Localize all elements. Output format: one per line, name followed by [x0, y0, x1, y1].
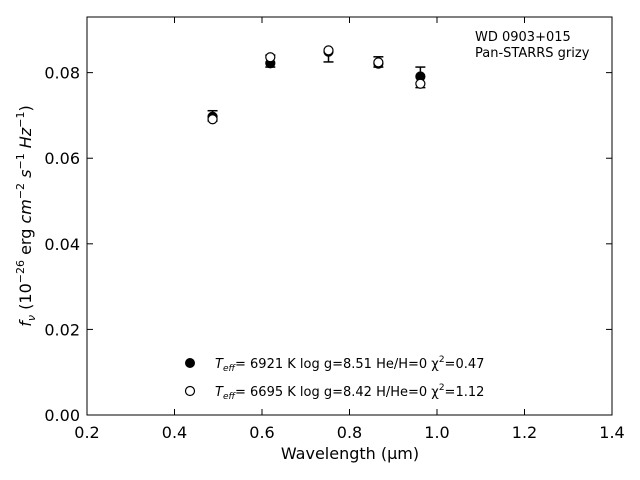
- point-open: [415, 78, 426, 89]
- y-tick-label: 0.00: [44, 406, 80, 425]
- y-tick-label: 0.06: [44, 149, 80, 168]
- object-name-annotation: WD 0903+015: [475, 30, 571, 45]
- x-tick-label: 1.2: [512, 423, 537, 442]
- point-open: [265, 52, 276, 63]
- y-tick-label: 0.02: [44, 320, 80, 339]
- legend-entry-model-1: Teff= 6921 K log g=8.51 He/H=0 χ2=0.47: [215, 355, 484, 374]
- legend-marker-open: [184, 385, 196, 397]
- x-tick-label: 1.4: [599, 423, 624, 442]
- x-axis-label: Wavelength (μm): [281, 444, 419, 463]
- y-tick-labels: 0.00 0.02 0.04 0.06 0.08: [44, 64, 80, 425]
- y-tick-label: 0.08: [44, 64, 80, 83]
- x-tick-label: 0.2: [74, 423, 99, 442]
- legend: Teff= 6921 K log g=8.51 He/H=0 χ2=0.47 T…: [184, 355, 484, 402]
- plot-area-frame: [86, 16, 613, 416]
- data-points: [207, 45, 426, 125]
- error-bars: [207, 50, 426, 122]
- y-axis-label: fν (10−26 erg cm−2 s−1 Hz−1): [14, 105, 38, 326]
- x-tick-label: 0.8: [337, 423, 362, 442]
- point-open: [323, 45, 334, 56]
- x-tick-labels: 0.2 0.4 0.6 0.8 1.0 1.2 1.4: [74, 423, 624, 442]
- x-tick-label: 0.4: [162, 423, 187, 442]
- x-tick-label: 1.0: [424, 423, 449, 442]
- legend-marker-filled: [185, 358, 195, 368]
- legend-entry-model-2: Teff= 6695 K log g=8.42 H/He=0 χ2=1.12: [215, 383, 484, 402]
- point-open: [373, 57, 384, 68]
- svg-text:fν (10−26 erg cm−2 s−1 Hz−1): fν (10−26 erg cm−2 s−1 Hz−1): [14, 105, 38, 326]
- x-tick-label: 0.6: [249, 423, 274, 442]
- y-tick-label: 0.04: [44, 235, 80, 254]
- survey-annotation: Pan-STARRS grizy: [475, 46, 590, 61]
- axis-ticks: [86, 17, 613, 416]
- point-open: [207, 114, 218, 125]
